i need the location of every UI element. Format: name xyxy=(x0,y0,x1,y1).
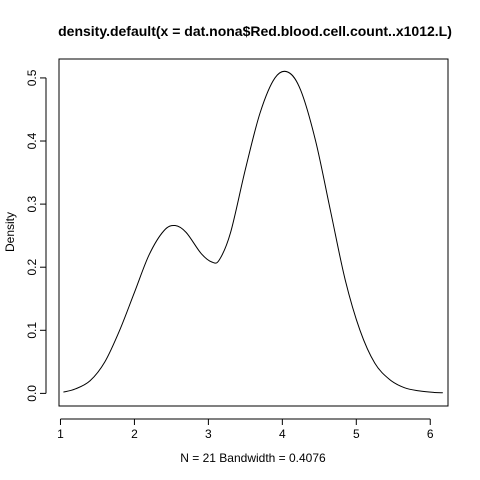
y-axis: 0.0 0.1 0.2 0.3 0.4 0.5 xyxy=(25,69,46,401)
x-tick-label: 3 xyxy=(205,427,212,441)
x-axis-label: N = 21 Bandwidth = 0.4076 xyxy=(180,451,326,465)
x-tick-label: 1 xyxy=(57,427,64,441)
y-tick-label: 0.1 xyxy=(25,322,39,339)
x-tick-label: 4 xyxy=(279,427,286,441)
y-tick-label: 0.4 xyxy=(25,132,39,149)
x-tick-label: 6 xyxy=(427,427,434,441)
y-tick-label: 0.2 xyxy=(25,259,39,276)
y-tick-label: 0.5 xyxy=(25,69,39,86)
chart-title: density.default(x = dat.nona$Red.blood.c… xyxy=(58,23,452,39)
y-tick-label: 0.3 xyxy=(25,195,39,212)
x-tick-label: 2 xyxy=(131,427,138,441)
y-axis-label: Density xyxy=(3,212,17,252)
density-curve xyxy=(63,71,442,392)
x-axis: 1 2 3 4 5 6 xyxy=(57,419,434,441)
plot-frame xyxy=(59,59,448,406)
y-tick-label: 0.0 xyxy=(25,385,39,402)
x-tick-label: 5 xyxy=(353,427,360,441)
